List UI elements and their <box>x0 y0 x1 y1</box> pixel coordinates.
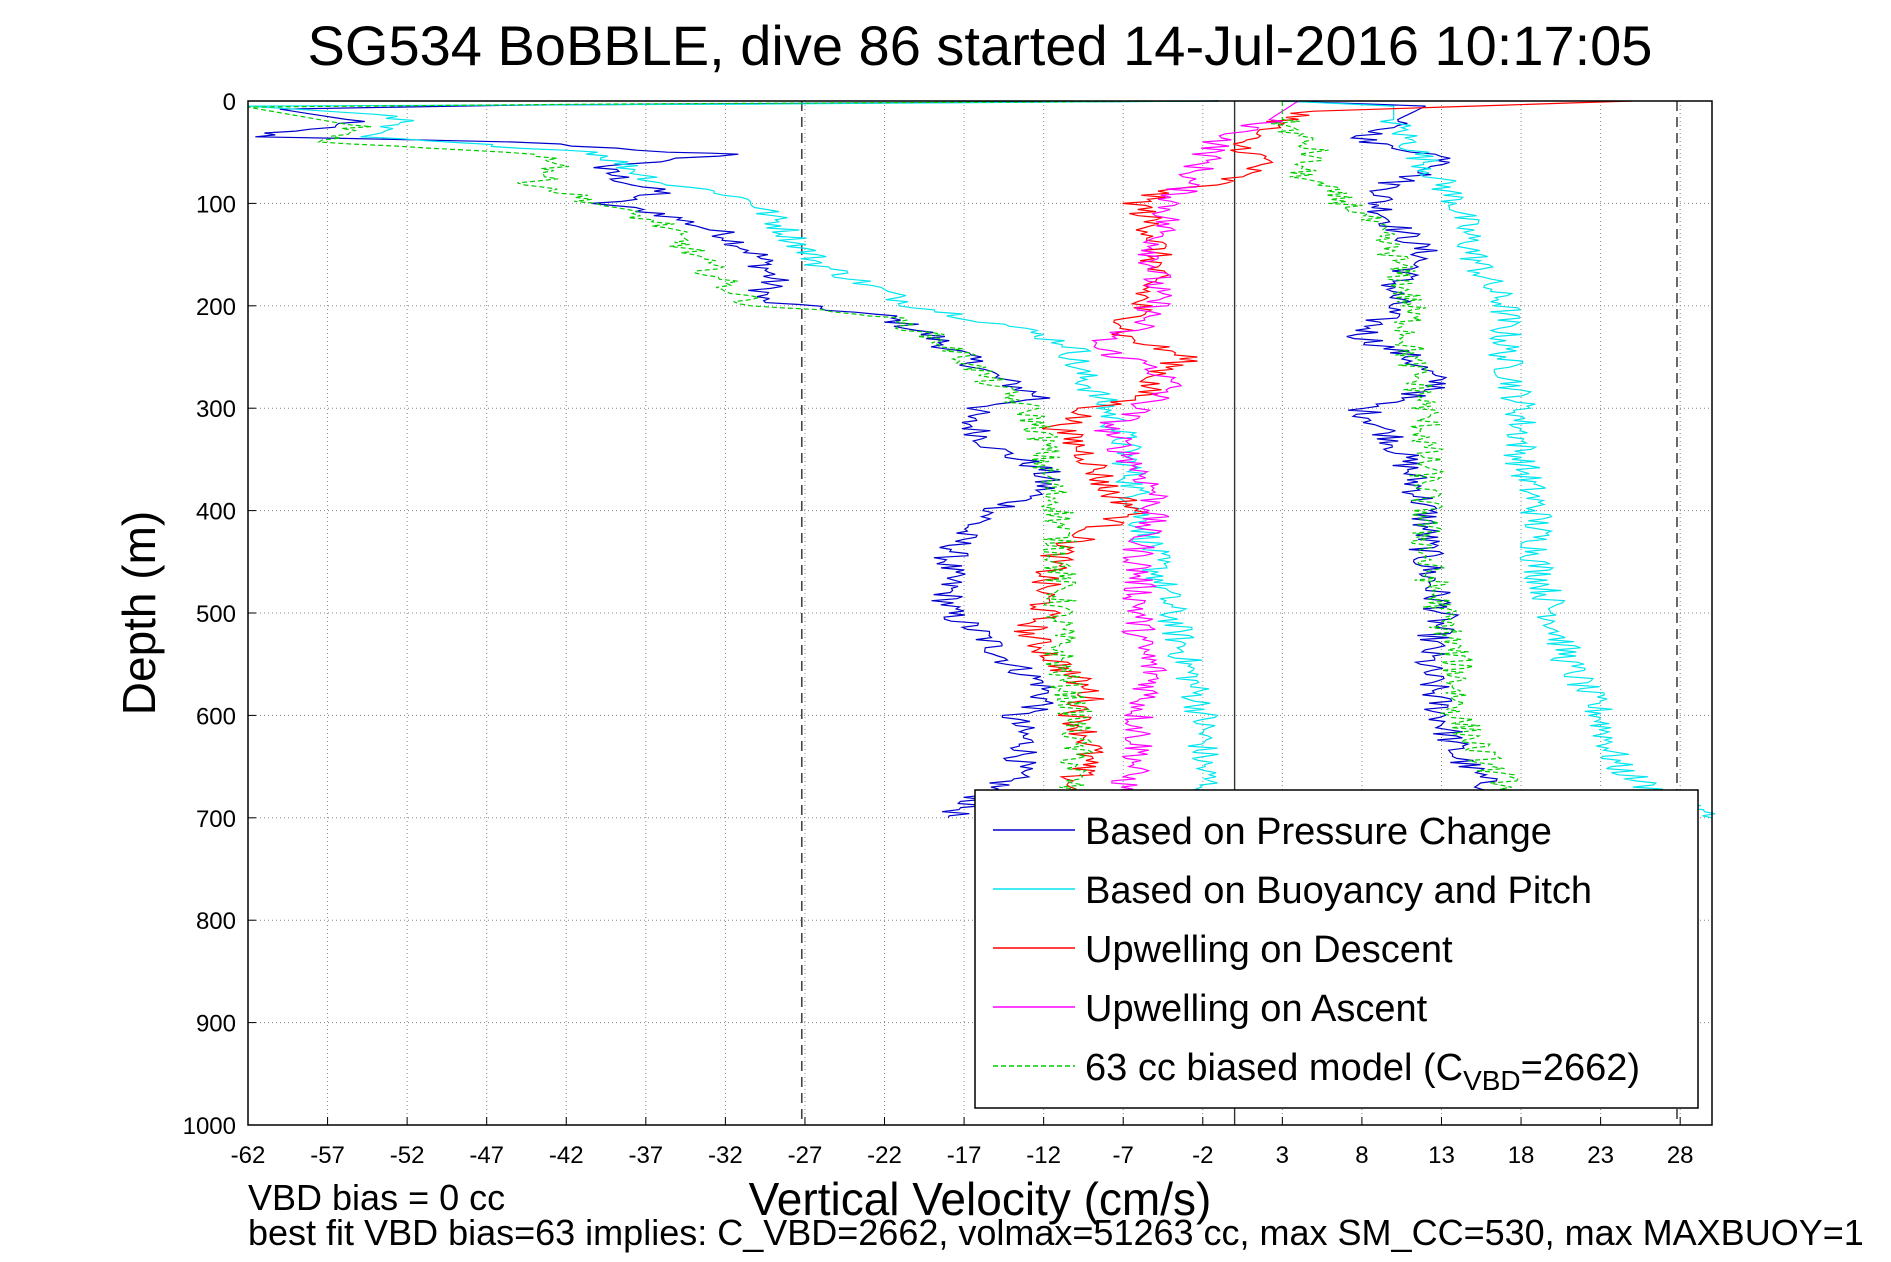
x-tick-label: 18 <box>1508 1142 1535 1169</box>
legend-label: Based on Pressure Change <box>1085 811 1552 853</box>
plot-frame <box>247 100 1713 1126</box>
y-tick-label: 800 <box>196 908 236 935</box>
x-tick-label: -62 <box>231 1142 266 1169</box>
series-line <box>1014 100 1633 819</box>
x-tick-label: -32 <box>708 1142 743 1169</box>
x-tick-label: -17 <box>947 1142 982 1169</box>
series-line <box>247 100 1234 819</box>
y-tick-label: 700 <box>196 806 236 833</box>
y-tick-label: 0 <box>223 89 236 116</box>
y-tick-label: 500 <box>196 601 236 628</box>
series-line <box>1282 100 1633 819</box>
legend-label: 63 cc biased model (CVBD=2662) <box>1085 1047 1640 1096</box>
best-fit-note: best fit VBD bias=63 implies: C_VBD=2662… <box>248 1212 1864 1253</box>
x-tick-label: -47 <box>469 1142 504 1169</box>
y-tick-label: 300 <box>196 396 236 423</box>
chart-title: SG534 BoBBLE, dive 86 started 14-Jul-201… <box>308 14 1653 77</box>
series-line <box>255 100 1219 819</box>
series-line <box>1282 100 1716 819</box>
y-tick-label: 400 <box>196 499 236 526</box>
series-line <box>1087 100 1299 819</box>
x-tick-label: -42 <box>549 1142 584 1169</box>
y-tick-label: 600 <box>196 703 236 730</box>
legend-label: Upwelling on Descent <box>1085 929 1453 971</box>
x-tick-label: -12 <box>1026 1142 1061 1169</box>
y-tick-label: 100 <box>196 191 236 218</box>
series-line <box>247 100 1219 819</box>
y-tick-label: 1000 <box>183 1113 236 1140</box>
x-tick-labels: -62 -57 -52 -47 -42 -37 -32 -27 -22 -17 -12 -7 -2 3 8 1… <box>231 1142 1694 1169</box>
series-line <box>1270 101 1557 819</box>
x-tick-label: 8 <box>1355 1142 1368 1169</box>
legend-label: Upwelling on Ascent <box>1085 988 1428 1030</box>
y-tick-label: 200 <box>196 294 236 321</box>
vbd-bias-note: VBD bias = 0 cc <box>248 1177 505 1218</box>
x-tick-label: -2 <box>1192 1142 1213 1169</box>
x-tick-label: -37 <box>628 1142 663 1169</box>
x-tick-label: 28 <box>1667 1142 1694 1169</box>
y-axis-label: Depth (m) <box>113 511 165 715</box>
x-axis-label: Vertical Velocity (cm/s) <box>749 1173 1212 1225</box>
y-tick-label: 900 <box>196 1011 236 1038</box>
x-tick-label: -52 <box>390 1142 425 1169</box>
x-tick-label: -57 <box>310 1142 345 1169</box>
legend-label: Based on Buoyancy and Pitch <box>1085 870 1592 912</box>
y-tick-labels: 0 100 200 300 400 500 600 700 800 900 1000 <box>183 89 236 1140</box>
x-tick-label: 3 <box>1276 1142 1289 1169</box>
data-series <box>247 100 1716 819</box>
x-tick-label: -27 <box>788 1142 823 1169</box>
x-tick-label: 13 <box>1428 1142 1455 1169</box>
x-tick-label: 23 <box>1587 1142 1614 1169</box>
legend-box <box>974 789 1699 1109</box>
legend: Based on Pressure Change Based on Buoyanc… <box>974 789 1699 1109</box>
x-tick-label: -7 <box>1113 1142 1134 1169</box>
x-tick-label: -22 <box>867 1142 902 1169</box>
